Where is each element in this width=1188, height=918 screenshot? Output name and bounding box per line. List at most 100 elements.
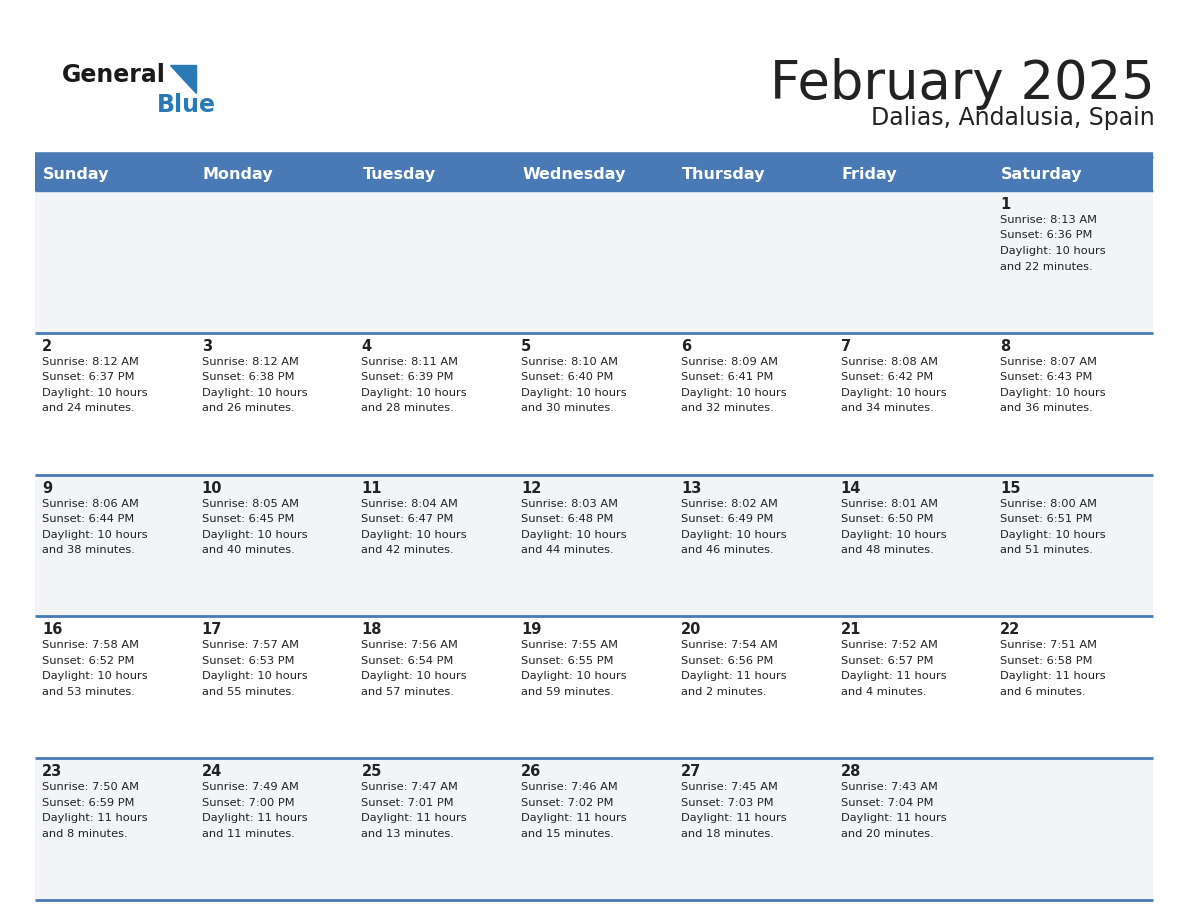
Text: Daylight: 10 hours: Daylight: 10 hours: [1000, 387, 1106, 397]
Text: Sunset: 6:50 PM: Sunset: 6:50 PM: [841, 514, 933, 524]
Text: Sunset: 7:02 PM: Sunset: 7:02 PM: [522, 798, 614, 808]
Text: Daylight: 10 hours: Daylight: 10 hours: [1000, 530, 1106, 540]
Text: 26: 26: [522, 764, 542, 779]
Text: Sunrise: 8:03 AM: Sunrise: 8:03 AM: [522, 498, 618, 509]
Text: Daylight: 10 hours: Daylight: 10 hours: [42, 671, 147, 681]
Text: 5: 5: [522, 339, 531, 353]
Text: and 34 minutes.: and 34 minutes.: [841, 403, 934, 413]
Text: Daylight: 10 hours: Daylight: 10 hours: [681, 387, 786, 397]
Text: Daylight: 11 hours: Daylight: 11 hours: [361, 813, 467, 823]
Bar: [34, 616, 1154, 758]
Text: and 2 minutes.: and 2 minutes.: [681, 687, 766, 697]
Text: Thursday: Thursday: [682, 166, 765, 182]
Text: 28: 28: [841, 764, 861, 779]
Text: 25: 25: [361, 764, 381, 779]
Text: Sunset: 6:59 PM: Sunset: 6:59 PM: [42, 798, 134, 808]
Text: Sunset: 6:56 PM: Sunset: 6:56 PM: [681, 655, 773, 666]
Text: Daylight: 10 hours: Daylight: 10 hours: [522, 387, 627, 397]
Text: Daylight: 10 hours: Daylight: 10 hours: [361, 530, 467, 540]
Text: and 42 minutes.: and 42 minutes.: [361, 545, 454, 555]
Text: 16: 16: [42, 622, 63, 637]
Text: 13: 13: [681, 481, 701, 496]
Text: Sunrise: 8:12 AM: Sunrise: 8:12 AM: [202, 357, 298, 367]
Text: Sunrise: 8:07 AM: Sunrise: 8:07 AM: [1000, 357, 1098, 367]
Text: Sunrise: 8:10 AM: Sunrise: 8:10 AM: [522, 357, 618, 367]
Text: Daylight: 10 hours: Daylight: 10 hours: [841, 387, 946, 397]
Text: Daylight: 11 hours: Daylight: 11 hours: [841, 671, 946, 681]
Text: and 40 minutes.: and 40 minutes.: [202, 545, 295, 555]
Text: Daylight: 11 hours: Daylight: 11 hours: [841, 813, 946, 823]
Text: and 44 minutes.: and 44 minutes.: [522, 545, 614, 555]
Text: 19: 19: [522, 622, 542, 637]
Text: Sunrise: 8:09 AM: Sunrise: 8:09 AM: [681, 357, 778, 367]
Text: and 15 minutes.: and 15 minutes.: [522, 829, 614, 839]
Text: and 32 minutes.: and 32 minutes.: [681, 403, 773, 413]
Text: Monday: Monday: [203, 166, 273, 182]
Text: Sunrise: 7:43 AM: Sunrise: 7:43 AM: [841, 782, 937, 792]
Text: and 57 minutes.: and 57 minutes.: [361, 687, 454, 697]
Text: Daylight: 10 hours: Daylight: 10 hours: [42, 530, 147, 540]
Text: 17: 17: [202, 622, 222, 637]
Text: and 46 minutes.: and 46 minutes.: [681, 545, 773, 555]
Text: Daylight: 11 hours: Daylight: 11 hours: [522, 813, 627, 823]
Text: Sunset: 6:42 PM: Sunset: 6:42 PM: [841, 373, 933, 382]
Text: Sunrise: 7:55 AM: Sunrise: 7:55 AM: [522, 641, 618, 650]
Text: Daylight: 10 hours: Daylight: 10 hours: [202, 530, 308, 540]
Text: Sunrise: 7:51 AM: Sunrise: 7:51 AM: [1000, 641, 1098, 650]
Bar: [34, 475, 1154, 616]
Text: Daylight: 11 hours: Daylight: 11 hours: [1000, 671, 1106, 681]
Text: 10: 10: [202, 481, 222, 496]
Text: 1: 1: [1000, 197, 1011, 212]
Text: and 22 minutes.: and 22 minutes.: [1000, 262, 1093, 272]
Text: 2: 2: [42, 339, 52, 353]
Text: Sunset: 6:40 PM: Sunset: 6:40 PM: [522, 373, 613, 382]
Text: and 30 minutes.: and 30 minutes.: [522, 403, 614, 413]
Text: Sunrise: 7:47 AM: Sunrise: 7:47 AM: [361, 782, 459, 792]
Text: Sunset: 6:39 PM: Sunset: 6:39 PM: [361, 373, 454, 382]
Text: Sunrise: 7:57 AM: Sunrise: 7:57 AM: [202, 641, 298, 650]
Text: Sunset: 7:01 PM: Sunset: 7:01 PM: [361, 798, 454, 808]
Text: Sunset: 6:53 PM: Sunset: 6:53 PM: [202, 655, 295, 666]
Text: and 26 minutes.: and 26 minutes.: [202, 403, 295, 413]
Text: Sunrise: 8:08 AM: Sunrise: 8:08 AM: [841, 357, 937, 367]
Text: Sunset: 7:00 PM: Sunset: 7:00 PM: [202, 798, 295, 808]
Text: Sunrise: 7:50 AM: Sunrise: 7:50 AM: [42, 782, 139, 792]
Text: 11: 11: [361, 481, 381, 496]
Text: Sunrise: 7:58 AM: Sunrise: 7:58 AM: [42, 641, 139, 650]
Text: Sunset: 7:04 PM: Sunset: 7:04 PM: [841, 798, 933, 808]
Text: Daylight: 10 hours: Daylight: 10 hours: [361, 387, 467, 397]
Text: and 51 minutes.: and 51 minutes.: [1000, 545, 1093, 555]
Text: 3: 3: [202, 339, 211, 353]
Text: Daylight: 11 hours: Daylight: 11 hours: [202, 813, 308, 823]
Text: 14: 14: [841, 481, 861, 496]
Text: Sunrise: 8:00 AM: Sunrise: 8:00 AM: [1000, 498, 1098, 509]
Text: Sunset: 6:47 PM: Sunset: 6:47 PM: [361, 514, 454, 524]
Text: and 13 minutes.: and 13 minutes.: [361, 829, 454, 839]
Text: Sunset: 6:54 PM: Sunset: 6:54 PM: [361, 655, 454, 666]
Text: Sunset: 6:41 PM: Sunset: 6:41 PM: [681, 373, 773, 382]
Text: Sunset: 6:52 PM: Sunset: 6:52 PM: [42, 655, 134, 666]
Text: Tuesday: Tuesday: [362, 166, 436, 182]
Text: 8: 8: [1000, 339, 1011, 353]
Text: 12: 12: [522, 481, 542, 496]
Text: Sunset: 6:38 PM: Sunset: 6:38 PM: [202, 373, 295, 382]
Text: Sunrise: 7:45 AM: Sunrise: 7:45 AM: [681, 782, 778, 792]
Text: 6: 6: [681, 339, 691, 353]
Text: Daylight: 10 hours: Daylight: 10 hours: [681, 530, 786, 540]
Text: Sunset: 6:37 PM: Sunset: 6:37 PM: [42, 373, 134, 382]
Text: 27: 27: [681, 764, 701, 779]
Text: Sunday: Sunday: [43, 166, 109, 182]
Text: 24: 24: [202, 764, 222, 779]
Text: Sunrise: 8:13 AM: Sunrise: 8:13 AM: [1000, 215, 1098, 225]
Text: and 36 minutes.: and 36 minutes.: [1000, 403, 1093, 413]
Text: and 48 minutes.: and 48 minutes.: [841, 545, 934, 555]
Text: Sunset: 6:36 PM: Sunset: 6:36 PM: [1000, 230, 1093, 241]
Text: Sunset: 6:58 PM: Sunset: 6:58 PM: [1000, 655, 1093, 666]
Text: Sunset: 6:43 PM: Sunset: 6:43 PM: [1000, 373, 1093, 382]
Text: 20: 20: [681, 622, 701, 637]
Text: Daylight: 10 hours: Daylight: 10 hours: [522, 530, 627, 540]
Text: Daylight: 11 hours: Daylight: 11 hours: [42, 813, 147, 823]
Bar: [34, 333, 1154, 475]
Text: 18: 18: [361, 622, 381, 637]
Text: Sunrise: 7:56 AM: Sunrise: 7:56 AM: [361, 641, 459, 650]
